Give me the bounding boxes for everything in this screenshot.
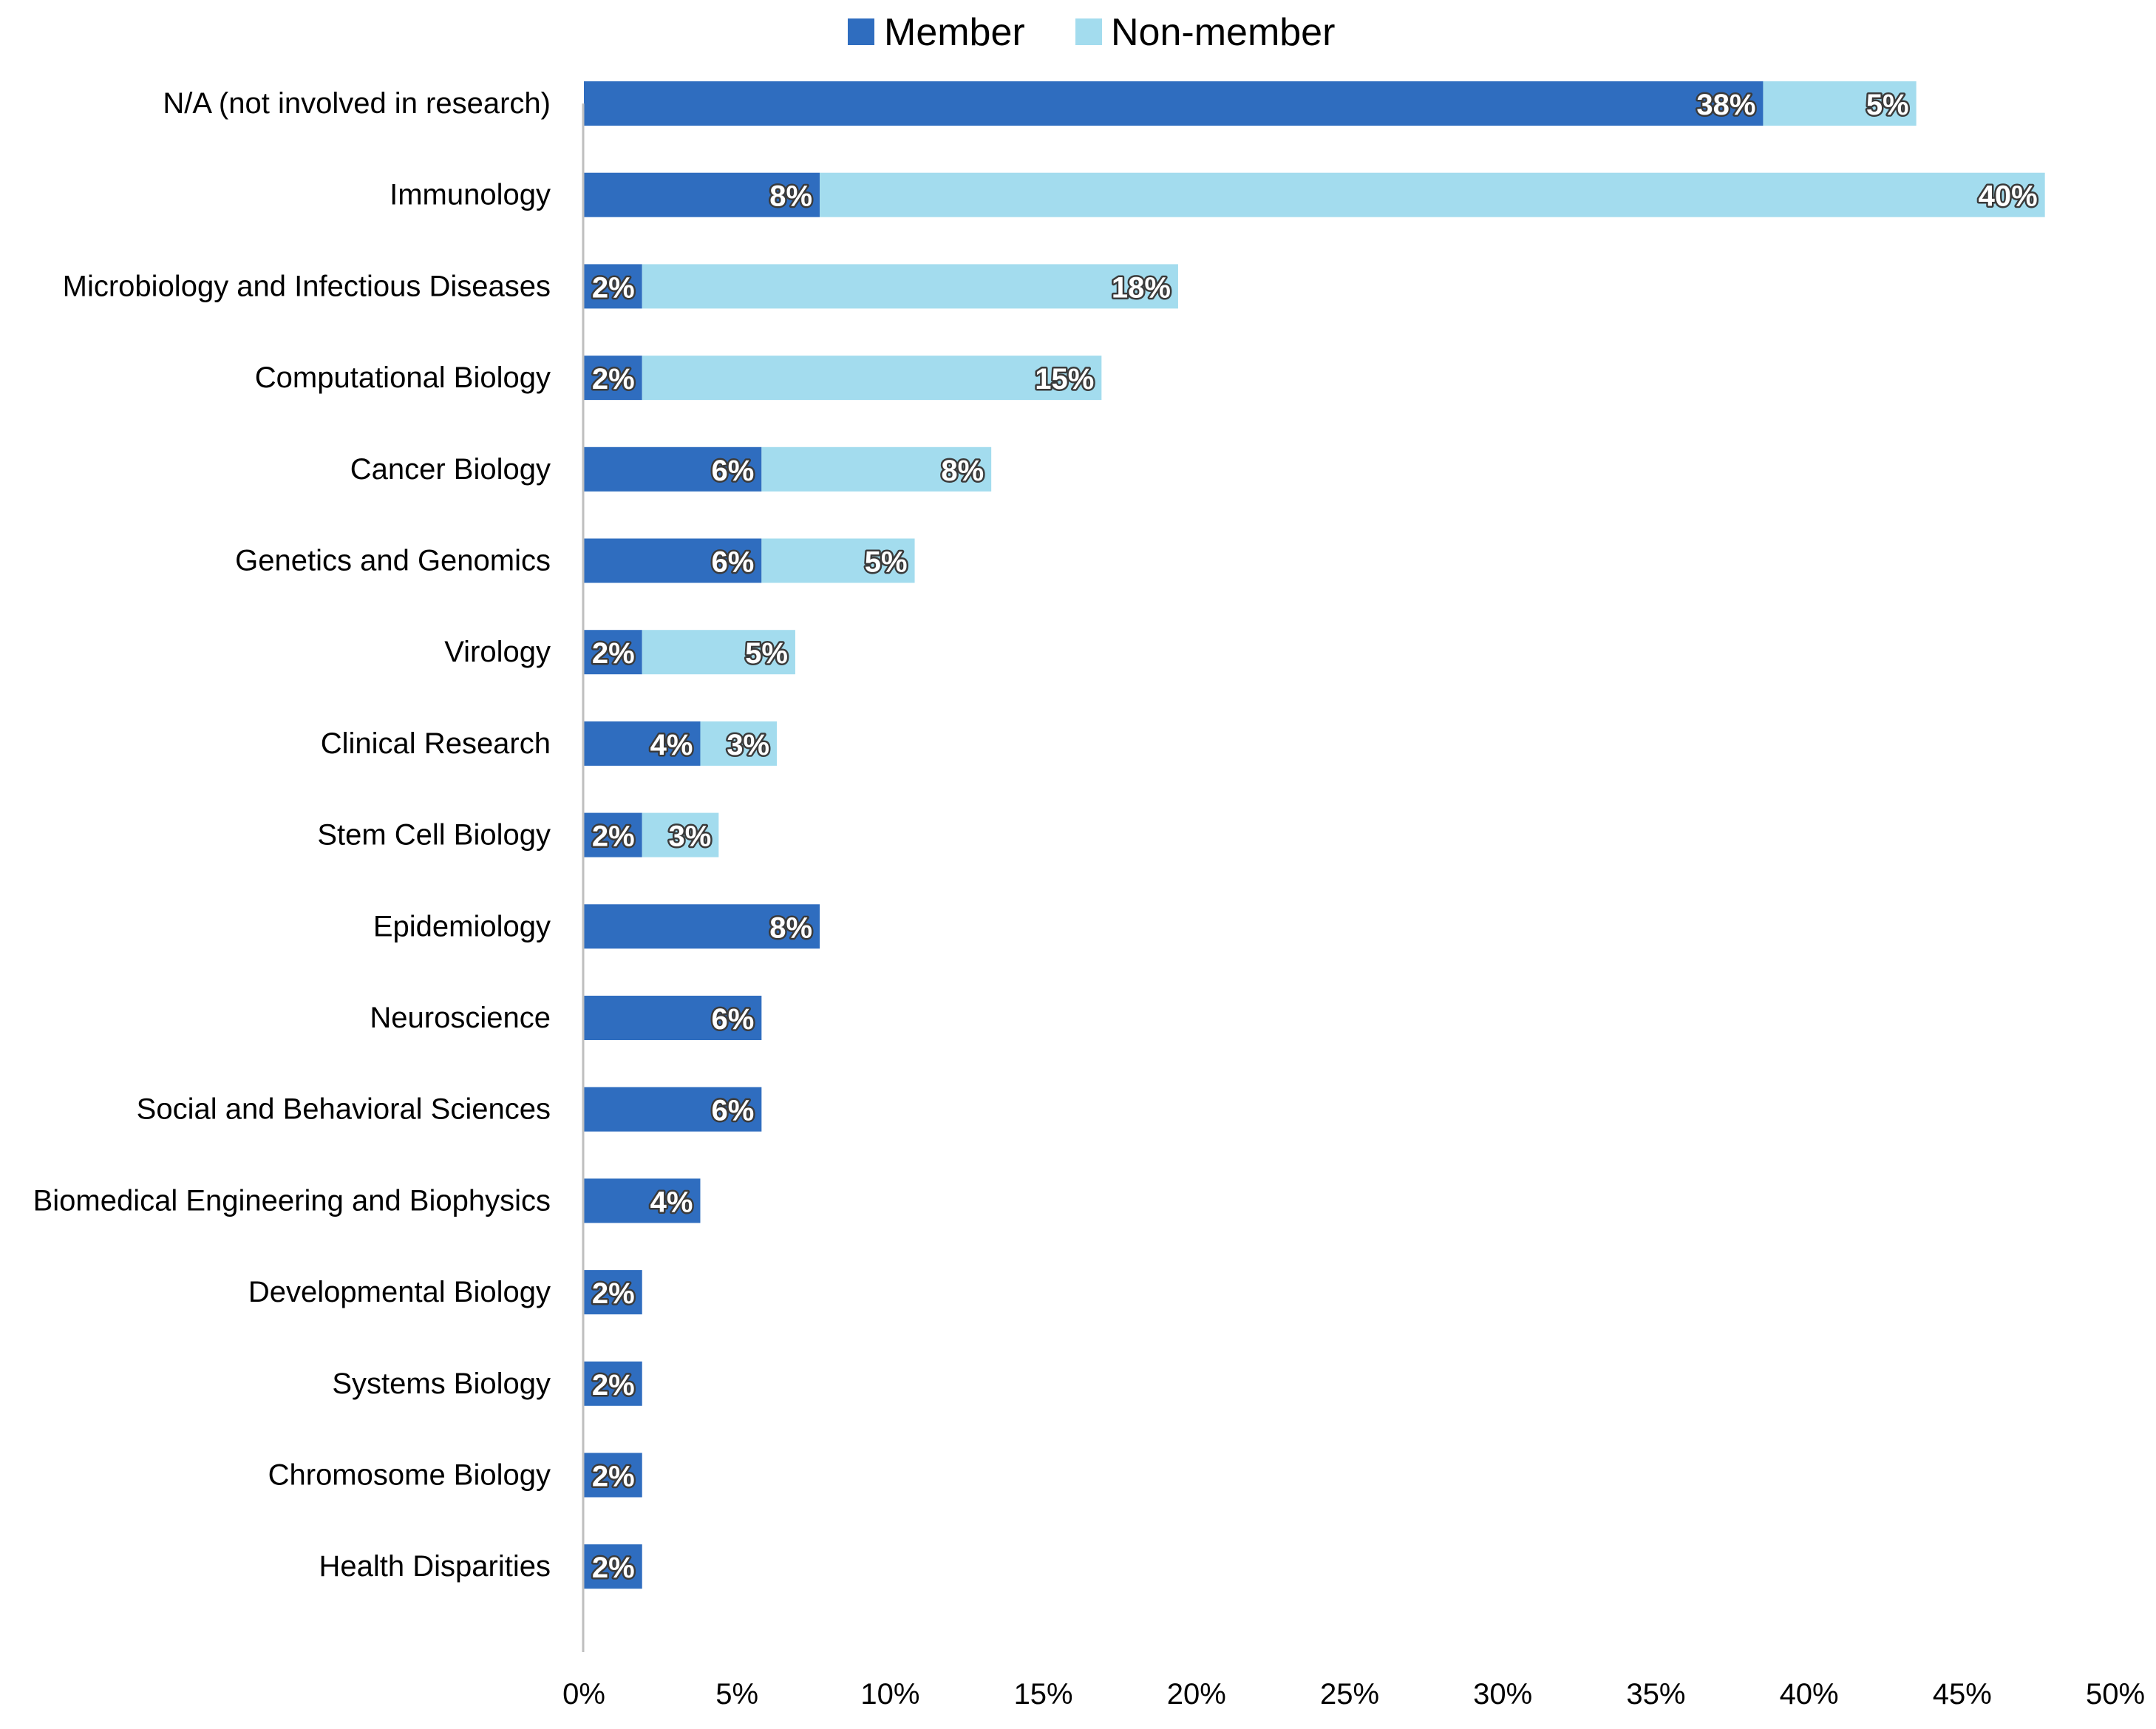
- category-label-n-a-not-involved-in-research: N/A (not involved in research): [163, 87, 551, 120]
- category-label-developmental-biology: Developmental Biology: [248, 1276, 551, 1308]
- bar-non-member-n-a-not-involved-in-research: [1763, 81, 1917, 126]
- legend: Member Non-member: [848, 11, 1335, 54]
- category-label-immunology: Immunology: [390, 179, 551, 211]
- data-label-member-health-disparities: 2%: [592, 1552, 635, 1584]
- x-tick-label: 25%: [1320, 1678, 1379, 1711]
- axes: 0% 5% 10% 15% 20% 25% 30% 35% 40% 45% 50%: [562, 103, 2145, 1711]
- category-label-systems-biology: Systems Biology: [332, 1368, 551, 1400]
- data-label-non-member-virology: 5%: [745, 637, 788, 670]
- x-tick-label: 15%: [1014, 1678, 1073, 1711]
- bar-member-biomedical-engineering-and-biophysics: [584, 1178, 701, 1223]
- category-label-clinical-research: Clinical Research: [321, 727, 551, 760]
- bar-member-neuroscience: [584, 996, 762, 1040]
- bar-non-member-computational-biology: [642, 356, 1102, 401]
- data-labels: 38% 5% 8% 40% 2% 18% 2% 15% 6% 8% 6% 5% 2% 5% 4% 3% 2% 3%…: [590, 87, 2039, 1586]
- bar-member-clinical-research: [584, 721, 701, 766]
- data-label-member-stem-cell-biology: 2%: [592, 821, 635, 853]
- bar-member-computational-biology: [584, 356, 642, 401]
- x-tick-label: 45%: [1933, 1678, 1992, 1711]
- data-label-member-virology: 2%: [592, 637, 635, 670]
- bar-non-member-cancer-biology: [761, 446, 992, 492]
- bar-member-n-a-not-involved-in-research: [584, 81, 1764, 126]
- data-label-member-social-and-behavioral-sciences: 6%: [712, 1095, 755, 1127]
- category-label-virology: Virology: [444, 636, 551, 668]
- bar-non-member-virology: [642, 630, 795, 675]
- bar-member-health-disparities: [584, 1544, 642, 1589]
- category-label-cancer-biology: Cancer Biology: [350, 453, 551, 486]
- data-label-member-systems-biology: 2%: [592, 1369, 635, 1402]
- x-tick-label: 40%: [1780, 1678, 1839, 1711]
- data-label-member-n-a-not-involved-in-research: 38%: [1696, 89, 1755, 121]
- data-label-non-member-computational-biology: 15%: [1035, 363, 1094, 395]
- data-label-member-immunology: 8%: [769, 180, 812, 213]
- x-tick-label: 30%: [1473, 1678, 1532, 1711]
- bar-member-systems-biology: [584, 1361, 642, 1406]
- x-tick-label: 10%: [860, 1678, 919, 1711]
- bar-member-chromosome-biology: [584, 1453, 642, 1498]
- data-label-non-member-immunology: 40%: [1979, 180, 2038, 213]
- data-label-member-cancer-biology: 6%: [712, 455, 755, 487]
- data-label-member-microbiology-and-infectious-diseases: 2%: [592, 271, 635, 304]
- bar-member-cancer-biology: [584, 446, 762, 492]
- category-label-neuroscience: Neuroscience: [370, 1002, 551, 1034]
- category-label-social-and-behavioral-sciences: Social and Behavioral Sciences: [137, 1093, 551, 1126]
- legend-swatch-member: [848, 18, 874, 45]
- bars: [584, 81, 2045, 1589]
- data-label-member-biomedical-engineering-and-biophysics: 4%: [650, 1186, 693, 1218]
- x-tick-label: 5%: [715, 1678, 758, 1711]
- legend-swatch-non-member: [1075, 18, 1102, 45]
- category-label-stem-cell-biology: Stem Cell Biology: [317, 819, 551, 852]
- data-label-member-epidemiology: 8%: [769, 911, 812, 944]
- bar-member-social-and-behavioral-sciences: [584, 1087, 762, 1132]
- data-label-member-developmental-biology: 2%: [592, 1277, 635, 1310]
- bar-non-member-genetics-and-genomics: [761, 538, 915, 583]
- bar-member-microbiology-and-infectious-diseases: [584, 264, 642, 309]
- data-label-member-clinical-research: 4%: [650, 729, 693, 761]
- data-label-non-member-microbiology-and-infectious-diseases: 18%: [1112, 271, 1171, 304]
- category-label-health-disparities: Health Disparities: [319, 1550, 551, 1583]
- legend-label-member: Member: [884, 11, 1025, 54]
- x-tick-label: 35%: [1626, 1678, 1685, 1711]
- x-tick-label: 50%: [2086, 1678, 2145, 1711]
- data-label-member-genetics-and-genomics: 6%: [712, 546, 755, 579]
- category-label-epidemiology: Epidemiology: [373, 910, 551, 942]
- category-labels: N/A (not involved in research) Immunology…: [33, 87, 551, 1583]
- data-label-non-member-stem-cell-biology: 3%: [669, 821, 712, 853]
- bar-non-member-microbiology-and-infectious-diseases: [642, 264, 1178, 309]
- x-tick-label: 20%: [1167, 1678, 1226, 1711]
- bar-member-virology: [584, 630, 642, 675]
- data-label-non-member-cancer-biology: 8%: [941, 455, 984, 487]
- bar-member-immunology: [584, 172, 820, 217]
- data-label-member-chromosome-biology: 2%: [592, 1461, 635, 1493]
- category-label-chromosome-biology: Chromosome Biology: [268, 1459, 551, 1492]
- data-label-non-member-genetics-and-genomics: 5%: [865, 546, 908, 579]
- bar-member-epidemiology: [584, 904, 820, 949]
- data-label-member-neuroscience: 6%: [712, 1003, 755, 1036]
- category-label-genetics-and-genomics: Genetics and Genomics: [235, 545, 551, 577]
- bar-member-genetics-and-genomics: [584, 538, 762, 583]
- legend-label-non-member: Non-member: [1111, 11, 1335, 54]
- category-label-computational-biology: Computational Biology: [255, 361, 551, 394]
- data-label-non-member-clinical-research: 3%: [727, 729, 769, 761]
- category-label-microbiology-and-infectious-diseases: Microbiology and Infectious Diseases: [63, 270, 551, 302]
- data-label-non-member-n-a-not-involved-in-research: 5%: [1866, 89, 1909, 121]
- bar-member-stem-cell-biology: [584, 812, 642, 857]
- bar-non-member-stem-cell-biology: [642, 812, 719, 857]
- category-label-biomedical-engineering-and-biophysics: Biomedical Engineering and Biophysics: [33, 1184, 551, 1217]
- data-label-member-computational-biology: 2%: [592, 363, 635, 395]
- bar-non-member-immunology: [820, 172, 2045, 217]
- bar-non-member-clinical-research: [700, 721, 778, 766]
- bar-member-developmental-biology: [584, 1270, 642, 1315]
- x-tick-label: 0%: [562, 1678, 605, 1711]
